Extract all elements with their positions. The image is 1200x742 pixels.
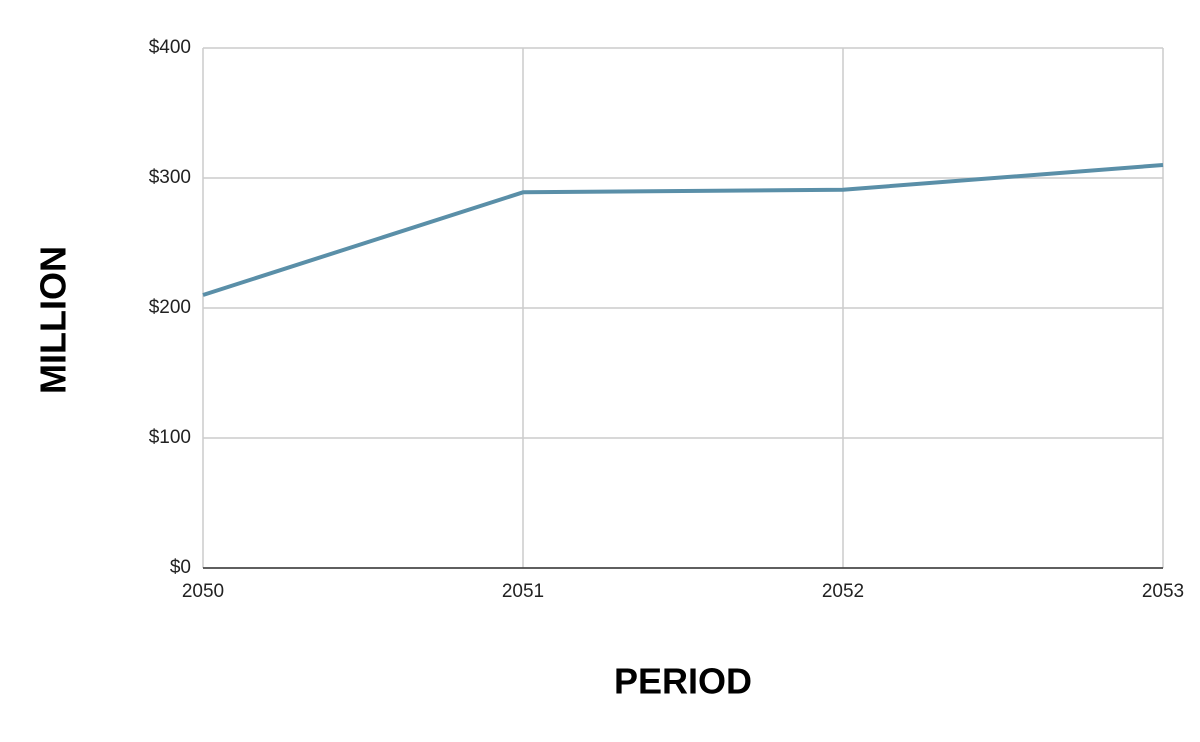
x-tick-label: 2053 [1142,581,1184,602]
y-tick-label: $100 [149,427,191,448]
y-tick-label: $0 [170,557,191,578]
x-tick-label: 2050 [182,581,224,602]
y-tick-label: $300 [149,167,191,188]
x-tick-label: 2051 [502,581,544,602]
x-tick-label: 2052 [822,581,864,602]
data-line [202,163,1164,297]
y-tick-label: $200 [149,297,191,318]
y-tick-label: $400 [149,37,191,58]
x-axis-title: PERIOD [614,661,752,702]
y-axis-title: MILLION [33,246,74,394]
